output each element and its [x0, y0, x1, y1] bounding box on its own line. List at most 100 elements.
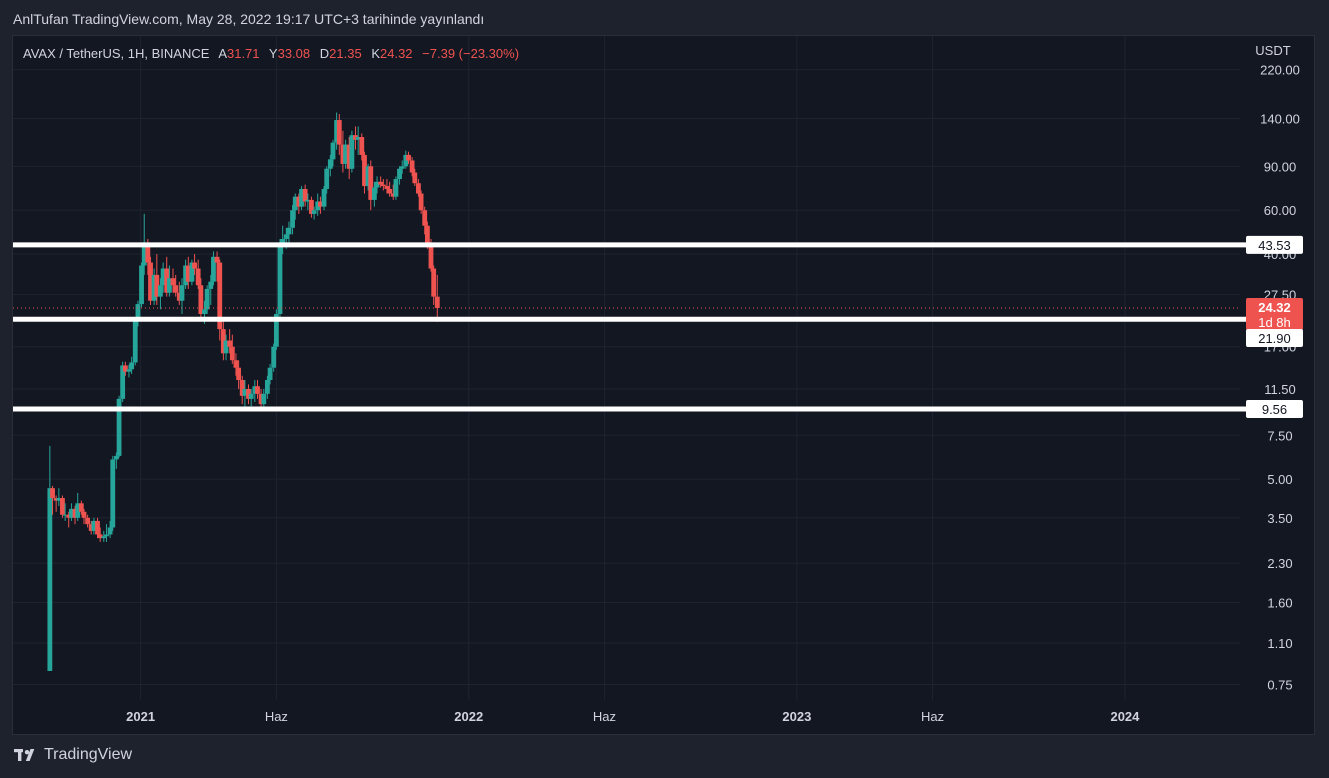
candle-body	[148, 262, 153, 301]
candle-body	[277, 246, 283, 314]
candle-body	[192, 262, 197, 269]
candle-body	[362, 154, 367, 187]
candle-body	[397, 168, 402, 180]
level-label: 43.53	[1258, 238, 1291, 253]
candle-body	[286, 227, 292, 235]
candle-body	[273, 313, 279, 347]
candle-body	[252, 386, 258, 394]
candle-body	[374, 181, 380, 188]
high-value: 33.08	[277, 46, 311, 61]
open-label: A	[218, 46, 227, 61]
candle-body	[296, 196, 302, 207]
countdown-label: 1d 8h	[1258, 315, 1291, 330]
candle-body	[116, 398, 122, 456]
y-tick-label: 60.00	[1264, 203, 1297, 218]
tradingview-brand-text: TradingView	[44, 746, 133, 763]
publish-info: AnlTufan TradingView.com, May 28, 2022 1…	[13, 11, 485, 27]
candle-body	[380, 184, 386, 187]
candle-body	[132, 321, 138, 363]
candle-body	[305, 199, 311, 202]
candle-body	[292, 196, 298, 211]
y-tick-label: 0.75	[1267, 678, 1292, 693]
candle-body	[239, 379, 245, 396]
candle-body	[431, 268, 437, 297]
candle-body	[195, 268, 201, 286]
candle-body	[60, 498, 65, 515]
price-change: −7.39 (−23.30%)	[422, 46, 520, 61]
chart-panel[interactable]	[12, 35, 1315, 735]
candle-body	[359, 136, 365, 155]
candle-body	[343, 144, 348, 164]
candle-body	[53, 498, 59, 501]
candle-body	[223, 340, 229, 354]
candle-body	[227, 340, 233, 347]
candle-body	[318, 201, 323, 207]
candle-body	[208, 281, 214, 289]
candle-body	[403, 154, 409, 167]
candle-body	[135, 304, 141, 322]
x-tick-label: 2024	[1110, 709, 1140, 724]
candle-body	[271, 346, 277, 368]
candle-body	[327, 159, 333, 169]
candle-body	[95, 520, 100, 535]
candle-body	[233, 360, 239, 368]
candle-body	[69, 508, 74, 518]
candle-body	[255, 386, 260, 394]
candle-body	[324, 168, 330, 189]
level-label-badge	[1246, 400, 1303, 419]
candle-body	[66, 514, 72, 518]
level-label: 9.56	[1262, 402, 1287, 417]
y-tick-label: 90.00	[1264, 159, 1297, 174]
y-tick-label: 11.50	[1264, 382, 1296, 397]
candle-body	[365, 166, 371, 187]
candle-body	[176, 292, 182, 301]
candle-body	[101, 536, 107, 539]
header-bar: AnlTufan TradingView.com, May 28, 2022 1…	[0, 0, 1329, 36]
y-tick-label: 1.60	[1267, 595, 1292, 610]
candle-body	[122, 365, 128, 372]
candle-body	[217, 262, 223, 330]
candle-body	[406, 154, 411, 161]
candle-body	[160, 268, 166, 286]
candle-body	[204, 288, 210, 310]
last-price-label: 24.32	[1258, 300, 1291, 315]
candle-body	[78, 503, 84, 512]
low-value: 21.35	[329, 46, 362, 61]
candle-body	[387, 188, 393, 194]
x-tick-label: Haz	[593, 709, 616, 724]
last-price-badge	[1246, 297, 1303, 330]
candle-body	[198, 285, 204, 314]
candle-body	[220, 329, 226, 354]
candle-body	[110, 459, 116, 528]
close-label: K	[371, 46, 380, 61]
candle-body	[311, 210, 317, 214]
candle-body	[229, 346, 235, 361]
candle-body	[346, 144, 352, 169]
x-tick-label: 2021	[126, 709, 155, 724]
candle-body	[47, 488, 53, 671]
candle-body	[428, 243, 434, 269]
candle-body	[211, 256, 216, 282]
candle-body	[368, 166, 374, 200]
x-tick-label: Haz	[265, 709, 288, 724]
candle-body	[91, 520, 97, 531]
candle-body	[309, 199, 314, 214]
candle-body	[158, 285, 163, 297]
candle-body	[315, 201, 321, 211]
candle-body	[81, 511, 87, 518]
candle-body	[330, 142, 336, 160]
level-label: 21.90	[1258, 331, 1291, 346]
candle-body	[173, 285, 179, 293]
candle-body	[72, 508, 78, 518]
candle-body	[321, 188, 327, 207]
candle-body	[261, 393, 267, 405]
candle-body	[283, 234, 289, 239]
candle-body	[416, 183, 421, 194]
candle-body	[236, 367, 242, 380]
tradingview-logo[interactable]: TradingView	[14, 746, 132, 764]
candle-body	[299, 188, 304, 207]
candle-body	[353, 135, 358, 140]
candle-body	[242, 389, 248, 396]
candle-body	[393, 179, 399, 197]
